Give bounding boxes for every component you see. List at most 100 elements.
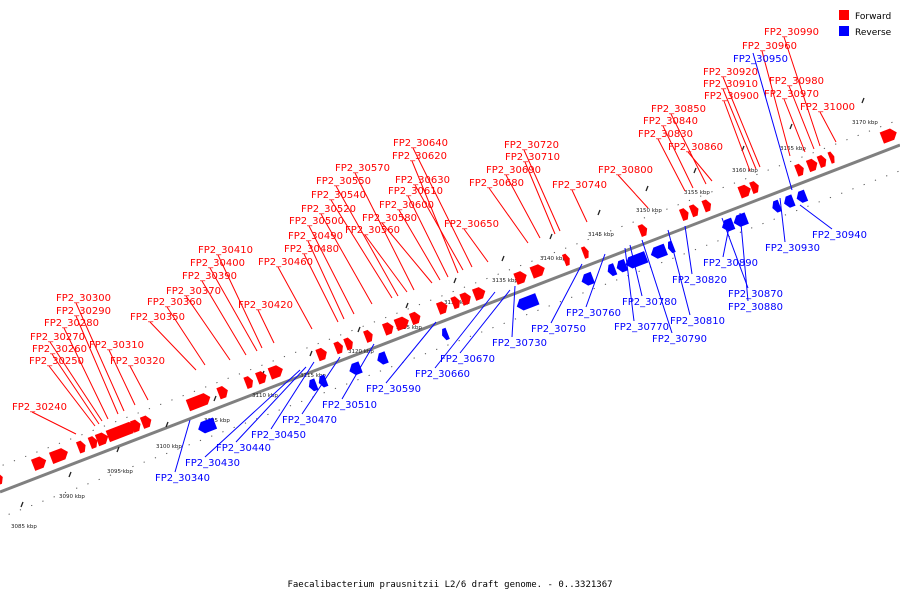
- leader-line: [149, 321, 197, 371]
- forward-gene-label: FP2_30960: [742, 41, 797, 52]
- forward-gene-label: FP2_30290: [56, 306, 111, 317]
- leader-line: [641, 239, 673, 334]
- leader-line: [524, 161, 556, 235]
- leader-line: [320, 213, 373, 305]
- leader-line: [505, 174, 541, 239]
- forward-gene-label: FP2_30280: [44, 318, 99, 329]
- leader-line: [270, 361, 315, 430]
- tick-label: 3120 kbp: [348, 349, 374, 355]
- leader-line: [385, 321, 437, 384]
- forward-gene-label: FP2_30860: [668, 142, 723, 153]
- leader-line: [51, 353, 100, 425]
- forward-gene-label: FP2_30990: [764, 27, 819, 38]
- forward-gene: [561, 253, 570, 267]
- reverse-gene-label: FP2_30780: [622, 297, 677, 308]
- reverse-gene-label: FP2_30470: [282, 415, 337, 426]
- leader-line: [48, 365, 96, 427]
- forward-gene: [805, 158, 818, 173]
- forward-gene: [315, 347, 327, 362]
- tick-label: 3155 kbp: [684, 190, 710, 196]
- leader-line: [662, 125, 694, 189]
- reverse-gene-label: FP2_30940: [812, 230, 867, 241]
- tick-label: 3125 kbp: [396, 325, 422, 331]
- tick-mark: [357, 326, 361, 333]
- tick-mark: [309, 350, 313, 357]
- leader-line: [75, 315, 119, 415]
- leader-line: [819, 111, 837, 143]
- leader-line: [303, 253, 339, 323]
- reverse-gene-label: FP2_30760: [566, 308, 621, 319]
- forward-gene-label: FP2_30710: [505, 152, 560, 163]
- forward-gene: [0, 474, 3, 485]
- forward-gene-label: FP2_30540: [311, 190, 366, 201]
- leader-line: [354, 172, 415, 291]
- tick-label: 3115 kbp: [300, 373, 326, 379]
- forward-gene: [749, 181, 759, 194]
- leader-line: [185, 295, 231, 361]
- leader-line: [488, 187, 529, 244]
- forward-gene-label: FP2_30520: [301, 204, 356, 215]
- reverse-gene-label: FP2_30590: [366, 384, 421, 395]
- tick-mark: [501, 255, 505, 262]
- leader-line: [330, 199, 393, 299]
- reverse-gene: [442, 327, 450, 341]
- leader-line: [624, 247, 635, 322]
- forward-gene: [408, 311, 421, 326]
- leader-line: [201, 280, 247, 356]
- gene-labels: FP2_30240FP2_30250FP2_30260FP2_30270FP2_…: [12, 27, 867, 484]
- forward-gene-label: FP2_30300: [56, 293, 111, 304]
- leader-line: [277, 266, 313, 330]
- reverse-gene-label: FP2_30950: [733, 54, 788, 65]
- leader-line: [670, 113, 707, 185]
- leader-line: [687, 151, 713, 182]
- forward-gene-label: FP2_30310: [89, 340, 144, 351]
- forward-gene-label: FP2_31000: [800, 102, 855, 113]
- leader-line: [752, 52, 793, 191]
- forward-gene-label: FP2_30840: [643, 116, 698, 127]
- leader-line: [511, 285, 516, 338]
- forward-gene-label: FP2_30580: [362, 213, 417, 224]
- tick-marks: 3085 kbp 3090 kbp 3095 kbp 3100 kbp 3105 kbp…: [2, 97, 899, 530]
- forward-gene-label: FP2_30600: [379, 200, 434, 211]
- forward-gene-label: FP2_30400: [190, 258, 245, 269]
- leader-line: [779, 197, 786, 243]
- reverse-gene-label: FP2_30870: [728, 289, 783, 300]
- leader-line: [235, 366, 307, 443]
- forward-gene-label: FP2_30800: [598, 165, 653, 176]
- reverse-gene-label: FP2_30730: [492, 338, 547, 349]
- leader-line: [307, 240, 345, 320]
- leader-line: [174, 419, 191, 473]
- tick-label: 3160 kbp: [732, 168, 758, 174]
- forward-gene-label: FP2_30350: [130, 312, 185, 323]
- tick-label: 3170 kbp: [852, 120, 878, 126]
- forward-gene: [737, 184, 751, 199]
- leader-line: [788, 85, 815, 150]
- forward-gene: [393, 316, 409, 332]
- leader-line: [434, 291, 496, 369]
- reverse-gene: [650, 243, 668, 259]
- legend-reverse-label: Reverse: [855, 28, 892, 38]
- leader-line: [550, 263, 583, 324]
- leader-line: [617, 174, 649, 209]
- forward-gene: [216, 386, 228, 400]
- forward-gene: [267, 365, 283, 380]
- reverse-gene-label: FP2_30440: [216, 443, 271, 454]
- tick-label: 3085 kbp: [11, 524, 37, 530]
- reverse-gene: [198, 417, 218, 434]
- tick-mark: [861, 97, 865, 104]
- leader-line: [585, 253, 606, 308]
- leader-line: [629, 244, 643, 297]
- tick-label: 3090 kbp: [59, 494, 85, 500]
- tick-label: 3105 kbp: [204, 418, 230, 424]
- tick-mark: [165, 421, 169, 428]
- leader-line: [739, 212, 749, 302]
- leader-line: [204, 369, 301, 458]
- forward-gene: [363, 329, 373, 343]
- tick-label: 3135 kbp: [492, 278, 518, 284]
- forward-gene-label: FP2_30970: [764, 89, 819, 100]
- leader-line: [63, 327, 109, 420]
- genome-caption: Faecalibacterium prausnitzii L2/6 draft …: [287, 580, 612, 590]
- tick-mark: [20, 501, 24, 508]
- legend-forward-swatch: [839, 10, 849, 20]
- legend-reverse-swatch: [839, 26, 849, 36]
